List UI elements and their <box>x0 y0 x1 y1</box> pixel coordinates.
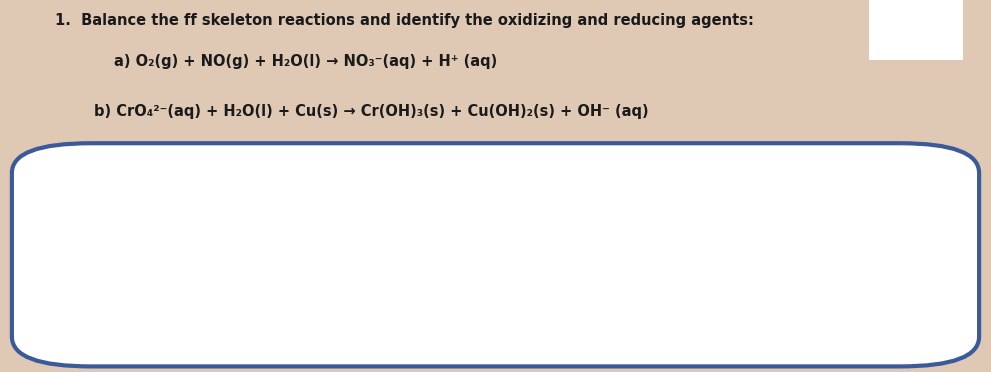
FancyBboxPatch shape <box>12 143 979 366</box>
Text: b) CrO₄²⁻(aq) + H₂O(l) + Cu(s) → Cr(OH)₃(s) + Cu(OH)₂(s) + OH⁻ (aq): b) CrO₄²⁻(aq) + H₂O(l) + Cu(s) → Cr(OH)₃… <box>94 104 649 119</box>
Text: 1.  Balance the ff skeleton reactions and identify the oxidizing and reducing ag: 1. Balance the ff skeleton reactions and… <box>55 13 753 28</box>
Text: a) O₂(g) + NO(g) + H₂O(l) → NO₃⁻(aq) + H⁺ (aq): a) O₂(g) + NO(g) + H₂O(l) → NO₃⁻(aq) + H… <box>114 54 497 69</box>
FancyBboxPatch shape <box>869 0 963 60</box>
